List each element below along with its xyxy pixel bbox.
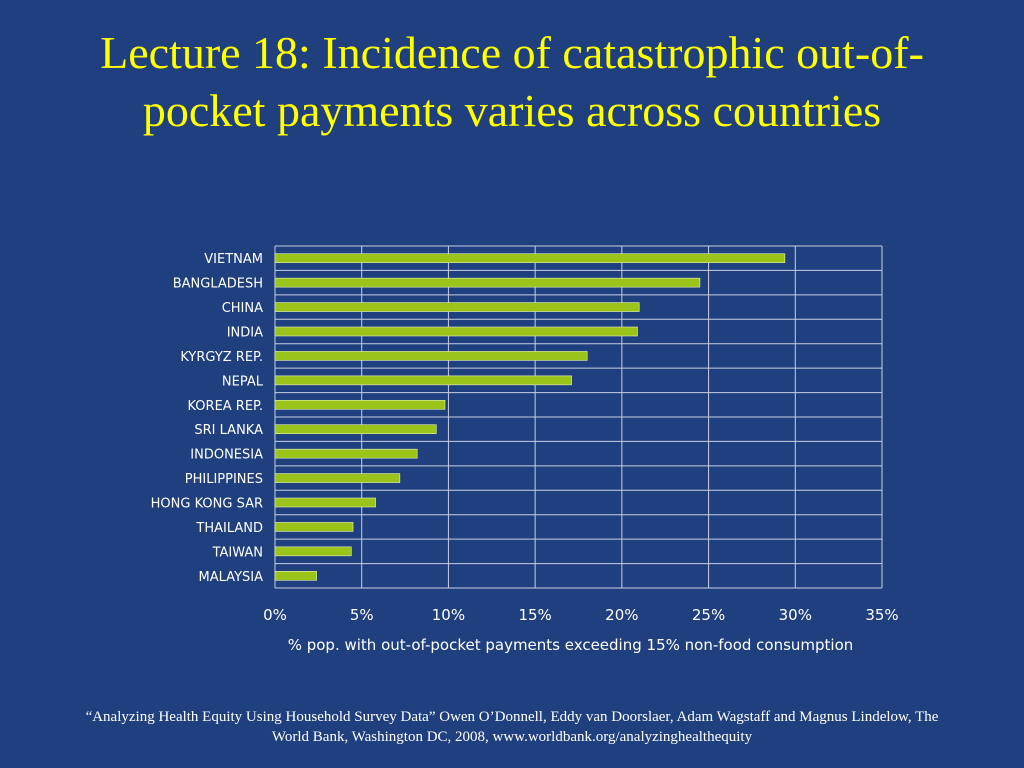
category-label: TAIWAN: [212, 545, 263, 560]
chart-category-labels: VIETNAM BANGLADESH CHINA INDIA KYRGYZ REP. NE…: [151, 252, 264, 585]
category-label: KOREA REP.: [187, 399, 263, 414]
category-label: KYRGYZ REP.: [180, 350, 263, 365]
category-label: MALAYSIA: [199, 570, 264, 585]
x-tick-label: 25%: [692, 606, 725, 624]
category-label: CHINA: [222, 301, 263, 316]
bar-china: [274, 302, 640, 312]
bar-kyrgyz-rep: [274, 351, 588, 361]
bar-vietnam: [274, 253, 786, 264]
chart-grid: [274, 245, 883, 589]
bar-india: [274, 326, 638, 337]
x-axis-label: % pop. with out-of-pocket payments excee…: [288, 636, 854, 654]
bar-philippines: [274, 473, 401, 483]
category-label: NEPAL: [222, 374, 264, 389]
chart-x-tick-labels: 0% 5% 10% 15% 20% 25% 30% 35%: [263, 606, 899, 624]
x-tick-label: 35%: [865, 606, 898, 624]
x-tick-label: 15%: [518, 606, 551, 624]
x-tick-label: 20%: [605, 606, 638, 624]
bar-malaysia: [274, 570, 317, 581]
category-label: PHILIPPINES: [185, 472, 263, 487]
category-label: VIETNAM: [204, 252, 263, 267]
bar-korea-rep: [274, 399, 446, 410]
category-label: INDIA: [227, 326, 263, 341]
source-citation: “Analyzing Health Equity Using Household…: [85, 709, 939, 745]
x-tick-label: 0%: [263, 606, 287, 624]
bar-thailand: [274, 522, 354, 532]
x-tick-label: 10%: [432, 606, 465, 624]
x-tick-label: 5%: [350, 606, 374, 624]
category-label: HONG KONG SAR: [151, 497, 263, 512]
bar-chart: VIETNAM BANGLADESH CHINA INDIA KYRGYZ REP. NE…: [151, 245, 899, 654]
category-label: THAILAND: [195, 521, 263, 536]
x-tick-label: 30%: [779, 606, 812, 624]
bar-hong-kong-sar: [274, 497, 376, 508]
bar-sri-lanka: [274, 424, 437, 435]
chart-bars: [274, 253, 786, 581]
bar-bangladesh: [274, 277, 701, 288]
slide-title: Lecture 18: Incidence of catastrophic ou…: [100, 27, 924, 136]
bar-indonesia: [274, 448, 418, 459]
category-label: BANGLADESH: [173, 277, 263, 292]
bar-nepal: [274, 375, 572, 386]
category-label: INDONESIA: [190, 448, 263, 463]
category-label: SRI LANKA: [194, 423, 263, 438]
bar-taiwan: [274, 546, 352, 557]
